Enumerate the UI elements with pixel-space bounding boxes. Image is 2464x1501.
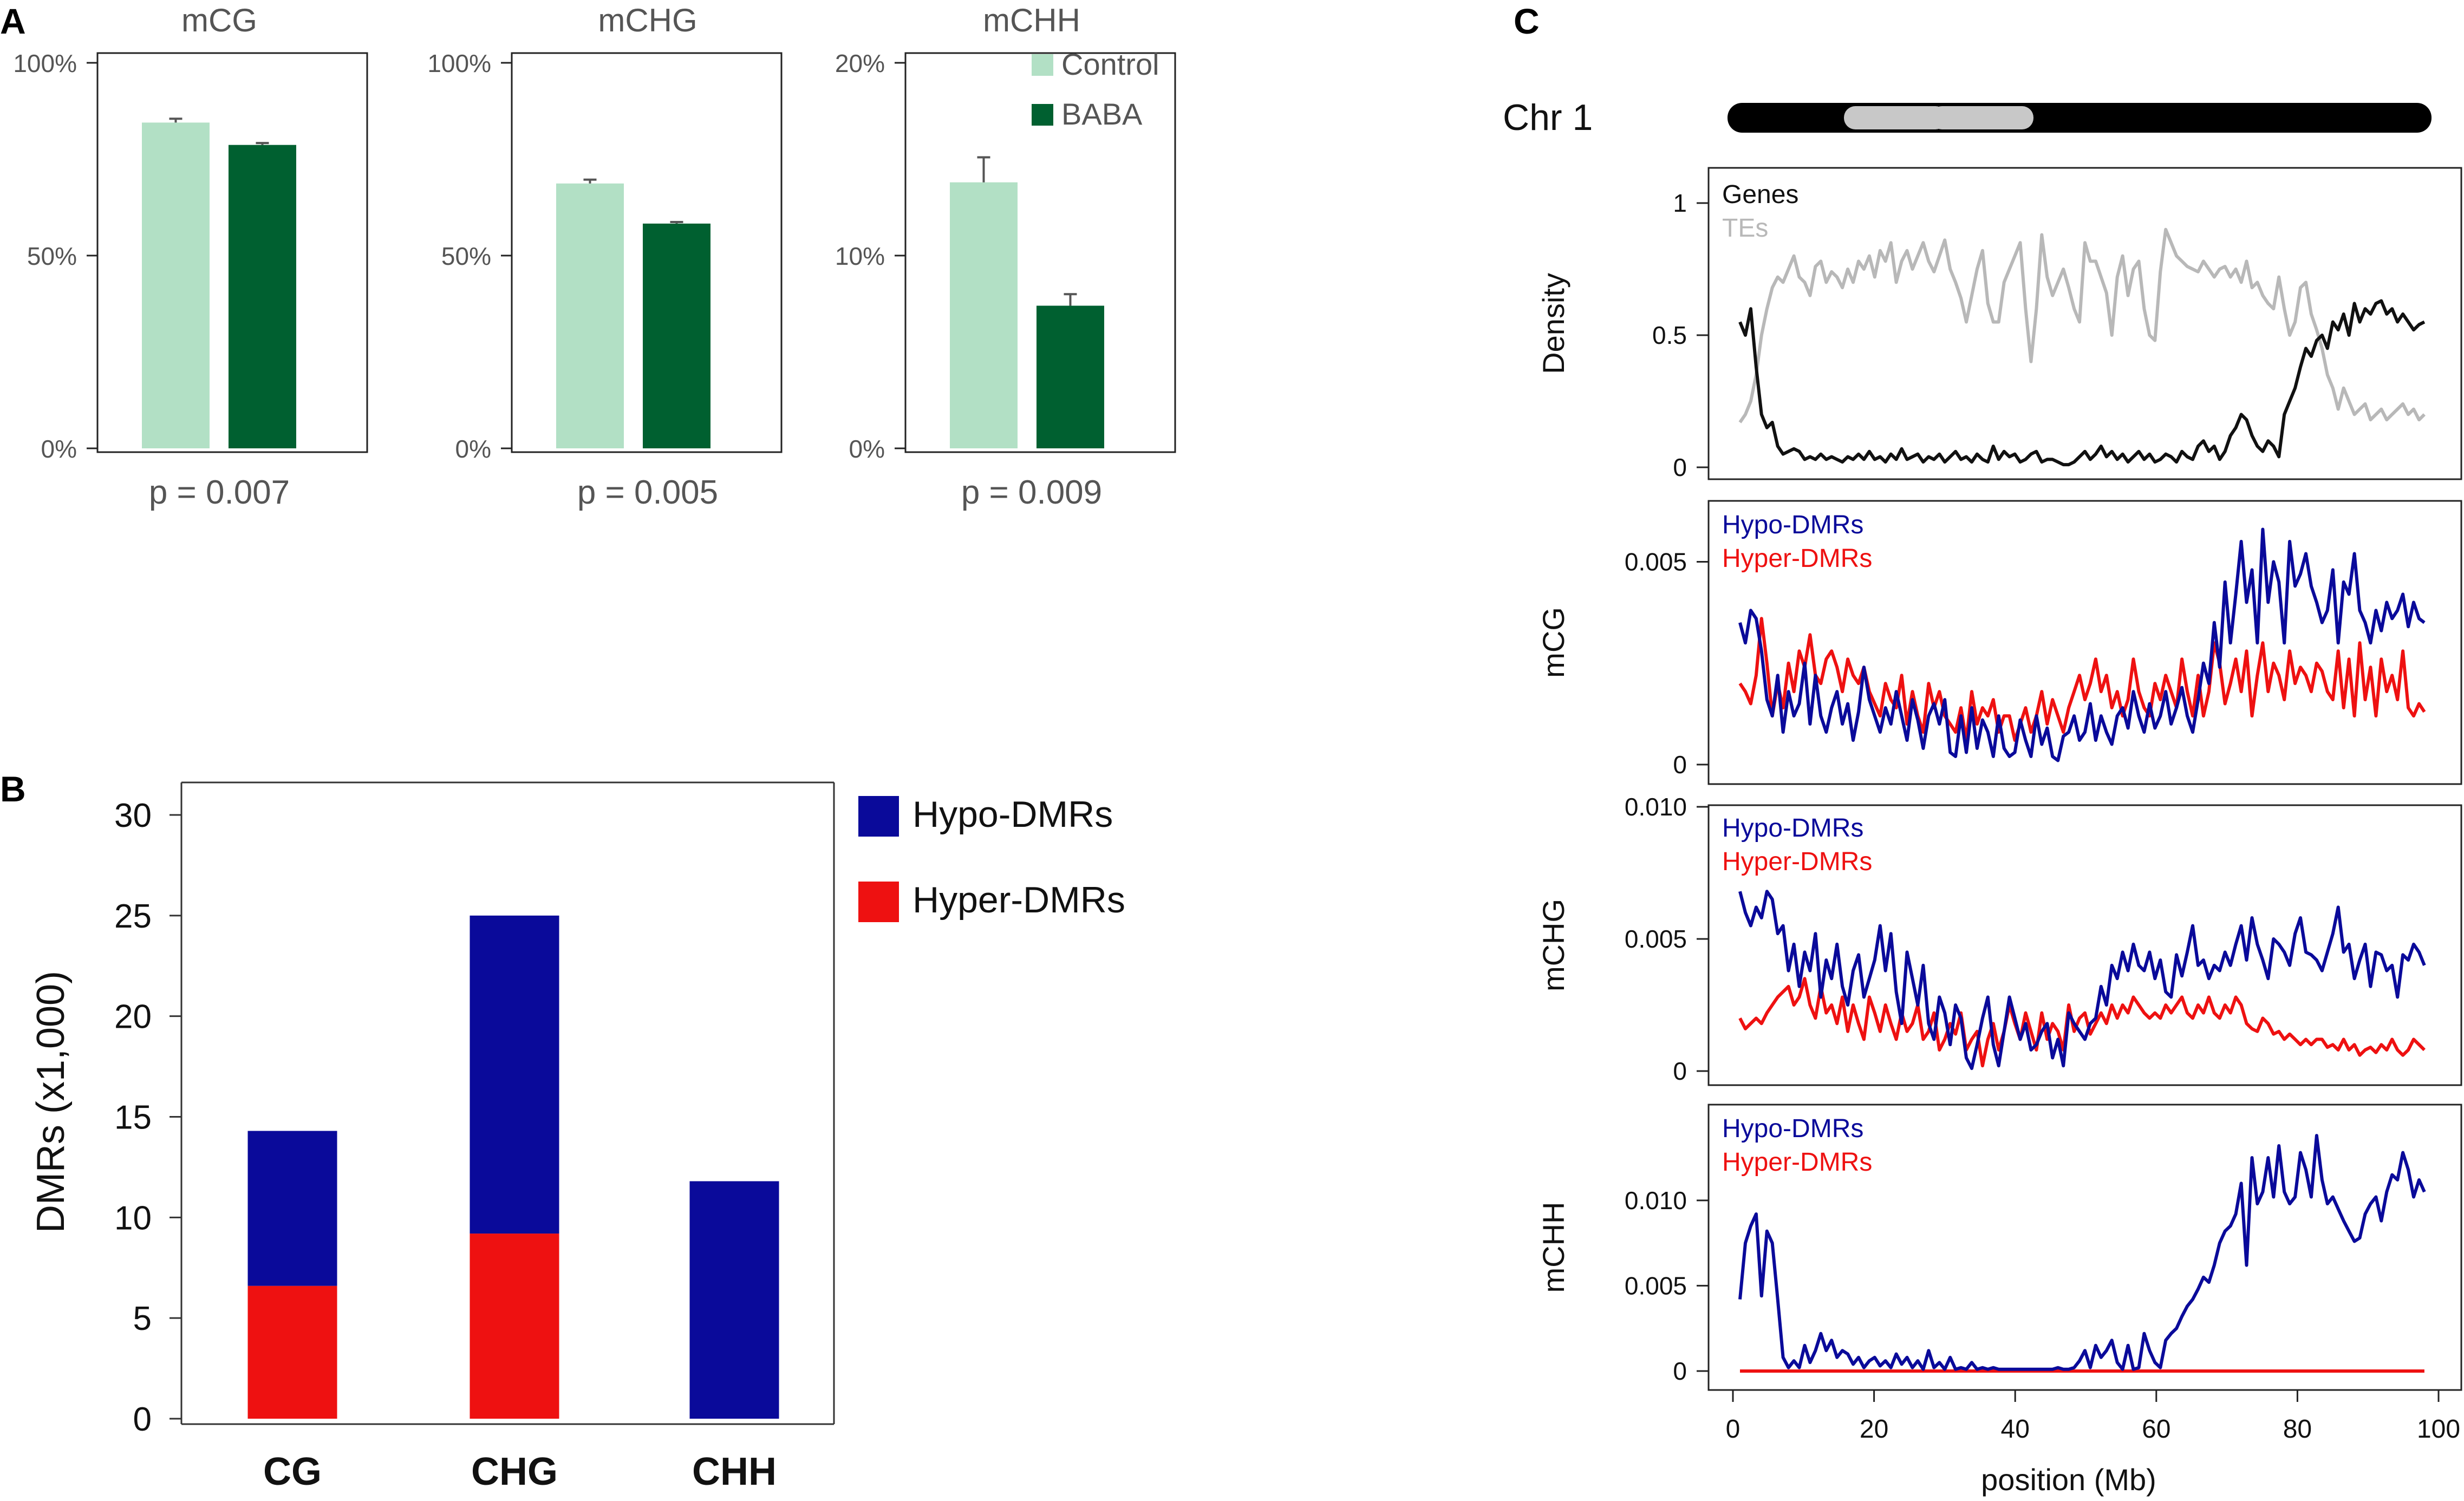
chart-title-mchh: mCHH	[983, 2, 1080, 38]
y-tick-label-A2: 50%	[441, 242, 491, 270]
p-value-A1: p = 0.007	[149, 474, 290, 511]
x-tick-label-C4: 60	[2142, 1415, 2170, 1444]
legend-label-hyper-dmrs-C3: Hyper-DMRs	[1722, 847, 1872, 876]
series-line-hypo-dmrs-C4	[1738, 1134, 2426, 1371]
centromere-left	[1844, 106, 1947, 129]
centromere-right	[1931, 106, 2033, 129]
bar-hypo-dmrs-chg	[470, 915, 559, 1234]
y-tick-label-C3: 0.005	[1625, 925, 1687, 953]
panel-label-b: B	[0, 769, 26, 809]
y-axis-label-C1: Density	[1536, 273, 1570, 374]
p-value-A2: p = 0.005	[577, 474, 718, 511]
plot-frame-C2	[1707, 500, 2462, 785]
series-line-tes-C1	[1738, 227, 2426, 423]
x-axis-label-C4: position (Mb)	[1981, 1463, 2156, 1497]
bar-control-A2	[556, 183, 624, 448]
legend-label-hyper-dmrs-C2: Hyper-DMRs	[1722, 544, 1872, 573]
legend-label-hyper-dmrs-B: Hyper-DMRs	[912, 879, 1125, 921]
plot-frame-A1	[96, 52, 368, 453]
chromosome-body	[1728, 103, 2432, 133]
y-tick-label-A1: 100%	[13, 49, 77, 77]
y-tick-label-C1: 0	[1673, 453, 1687, 481]
bar-baba-A1	[228, 145, 296, 448]
bar-hyper-dmrs-chg	[470, 1234, 559, 1419]
bar-baba-A3	[1036, 305, 1104, 448]
x-tick-label-C4: 0	[1726, 1415, 1741, 1444]
y-tick-label-C3: 0	[1673, 1057, 1687, 1085]
plot-frame-A2	[511, 52, 783, 453]
y-tick-label-C1: 1	[1673, 189, 1687, 217]
series-line-hyper-dmrs-C3	[1738, 977, 2426, 1068]
x-tick-label-C4: 20	[1860, 1415, 1888, 1444]
bar-hypo-dmrs-chh	[689, 1181, 779, 1419]
chart-title-mcg: mCG	[181, 2, 257, 38]
series-line-hyper-dmrs-C2	[1738, 617, 2426, 742]
y-tick-label-A1: 50%	[27, 242, 77, 270]
y-tick-label-B: 5	[133, 1300, 152, 1337]
bar-baba-A2	[642, 223, 710, 448]
y-tick-label-C4: 0.005	[1625, 1271, 1687, 1300]
legend-label-control: Control	[1061, 47, 1159, 81]
plot-frame-C3	[1707, 804, 2462, 1086]
y-tick-label-C2: 0.005	[1625, 547, 1687, 576]
plot-frame-C4	[1707, 1104, 2462, 1391]
x-tick-label-chg: CHG	[471, 1450, 558, 1493]
legend-swatch-baba	[1032, 104, 1053, 126]
y-tick-label-A1: 0%	[41, 435, 77, 463]
plot-frame-A3	[904, 52, 1176, 453]
series-line-hypo-dmrs-C2	[1738, 527, 2426, 762]
legend-swatch-control	[1032, 54, 1053, 76]
legend-swatch-hyper-dmrs	[858, 882, 899, 922]
y-tick-label-C4: 0	[1673, 1357, 1687, 1385]
y-tick-label-C3: 0.010	[1625, 793, 1687, 821]
y-tick-label-A3: 20%	[835, 49, 885, 77]
legend-label-hypo-dmrs-C2: Hypo-DMRs	[1722, 511, 1863, 539]
panel-label-a: A	[0, 1, 26, 41]
y-tick-label-A2: 0%	[455, 435, 491, 463]
y-tick-label-C4: 0.010	[1625, 1186, 1687, 1215]
y-tick-label-A3: 10%	[835, 242, 885, 270]
legend-label-tes-C1: TEs	[1722, 214, 1768, 243]
bar-control-A1	[141, 122, 210, 449]
chart-title-mchg: mCHG	[598, 2, 697, 38]
y-tick-label-B: 10	[114, 1199, 152, 1237]
bar-hypo-dmrs-cg	[247, 1131, 337, 1286]
series-line-hypo-dmrs-C3	[1738, 890, 2426, 1071]
p-value-A3: p = 0.009	[961, 474, 1102, 511]
y-axis-label-B: DMRs (x1,000)	[29, 971, 73, 1233]
x-tick-label-C4: 40	[2001, 1415, 2030, 1444]
panel-label-c: C	[1514, 1, 1540, 41]
x-tick-label-C4: 80	[2283, 1415, 2312, 1444]
y-tick-label-B: 15	[114, 1099, 152, 1137]
legend-label-hypo-dmrs-C3: Hypo-DMRs	[1722, 814, 1863, 843]
chromosome-label: Chr 1	[1503, 97, 1593, 138]
legend-label-hypo-dmrs-C4: Hypo-DMRs	[1722, 1114, 1863, 1143]
y-tick-label-A3: 0%	[849, 435, 885, 463]
y-axis-label-C3: mCHG	[1536, 899, 1570, 991]
y-tick-label-C1: 0.5	[1652, 321, 1687, 349]
legend-label-hyper-dmrs-C4: Hyper-DMRs	[1722, 1148, 1872, 1177]
y-axis-label-C4: mCHH	[1536, 1202, 1570, 1293]
legend-label-baba: BABA	[1061, 97, 1143, 131]
x-tick-label-cg: CG	[263, 1450, 322, 1493]
y-tick-label-B: 20	[114, 999, 152, 1036]
legend-label-hypo-dmrs-B: Hypo-DMRs	[912, 794, 1113, 835]
bar-hyper-dmrs-cg	[247, 1285, 337, 1419]
y-axis-label-C2: mCG	[1536, 607, 1570, 678]
y-tick-label-A2: 100%	[427, 49, 491, 77]
x-tick-label-C4: 100	[2417, 1415, 2460, 1444]
legend-label-genes-C1: Genes	[1722, 180, 1798, 209]
y-tick-label-B: 0	[133, 1401, 152, 1438]
legend-swatch-hypo-dmrs	[858, 796, 899, 837]
bar-control-A3	[949, 182, 1018, 448]
y-tick-label-B: 25	[114, 898, 152, 935]
series-line-genes-C1	[1738, 299, 2426, 467]
y-tick-label-C2: 0	[1673, 750, 1687, 779]
x-tick-label-chh: CHH	[692, 1450, 777, 1493]
plot-frame-C1	[1707, 167, 2462, 480]
y-tick-label-B: 30	[114, 797, 152, 834]
